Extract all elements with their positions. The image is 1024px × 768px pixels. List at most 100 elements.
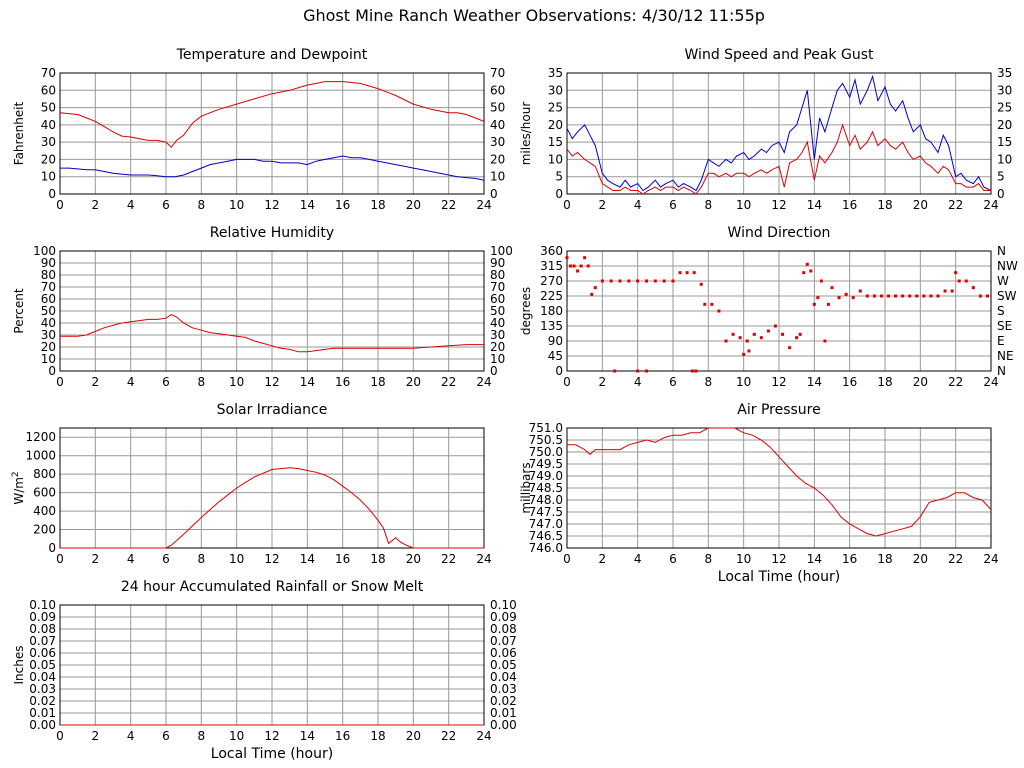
y-tick-label-right: 20 [490, 152, 505, 166]
data-point [618, 279, 622, 283]
x-tick-label: 0 [563, 375, 571, 389]
chart-title: Wind Speed and Peak Gust [685, 47, 874, 63]
y-tick-label-right: 10 [490, 352, 505, 366]
data-point [872, 294, 876, 298]
y-tick-label: 0.02 [29, 694, 56, 708]
data-point [662, 279, 666, 283]
x-tick-label: 10 [736, 552, 751, 566]
x-tick-label: 2 [92, 552, 100, 566]
x-tick-label: 2 [599, 552, 607, 566]
data-point [678, 271, 682, 275]
y-tick-label: 0 [48, 187, 56, 201]
data-point [717, 309, 721, 313]
y-tick-label-right: 90 [490, 256, 505, 270]
chart-title: Temperature and Dewpoint [176, 47, 368, 63]
x-tick-label: 14 [300, 198, 315, 212]
y-tick-label: 0.10 [29, 598, 56, 612]
x-tick-label: 0 [56, 729, 64, 743]
y-axis-label: Fahrenheit [12, 101, 26, 165]
y-axis-label: degrees [519, 287, 533, 335]
y-tick-label-right: 0 [490, 187, 498, 201]
plot-frame [566, 427, 992, 549]
y-tick-label: 0.03 [29, 682, 56, 696]
x-tick-label: 6 [669, 198, 677, 212]
data-point [809, 269, 813, 273]
y-tick-label-right: 0.10 [490, 598, 517, 612]
data-point [645, 279, 648, 283]
compass-label: W [997, 274, 1009, 288]
data-point [844, 292, 848, 296]
x-tick-label: 0 [56, 198, 64, 212]
y-tick-label-right: 30 [490, 135, 505, 149]
x-tick-label: 14 [807, 552, 822, 566]
y-tick-label-right: 40 [490, 118, 505, 132]
x-tick-label: 12 [264, 375, 279, 389]
y-tick-label: 135 [540, 319, 563, 333]
chart-title: Air Pressure [737, 402, 820, 418]
data-point [613, 369, 617, 373]
data-point [830, 286, 834, 290]
data-point [699, 282, 703, 286]
y-tick-label-right: 0.04 [490, 670, 517, 684]
compass-label: E [997, 334, 1005, 348]
y-tick-label: 180 [540, 304, 563, 318]
data-point [929, 294, 933, 298]
x-tick-label: 22 [441, 198, 456, 212]
y-axis-label: Percent [12, 288, 26, 333]
x-tick-label: 10 [229, 552, 244, 566]
y-tick-label: 0.08 [29, 622, 56, 636]
series-line [60, 314, 484, 353]
y-axis-label-sup: 2 [11, 471, 21, 477]
x-tick-label: 14 [300, 729, 315, 743]
data-point [826, 302, 830, 306]
y-tick-label: 1000 [25, 449, 56, 463]
x-tick-label: 16 [842, 375, 857, 389]
x-tick-label: 20 [406, 729, 421, 743]
data-point [922, 294, 926, 298]
data-point [894, 294, 898, 298]
data-point [586, 264, 590, 268]
y-tick-label: 748.5 [529, 481, 563, 495]
x-axis-label: Local Time (hour) [718, 569, 840, 585]
y-tick-label: 0.07 [29, 634, 56, 648]
x-tick-label: 20 [913, 198, 928, 212]
x-tick-label: 2 [92, 375, 100, 389]
y-tick-label: 45 [548, 349, 563, 363]
y-tick-label-right: 0.06 [490, 646, 517, 660]
x-tick-label: 22 [441, 729, 456, 743]
plot-frame [59, 250, 485, 372]
data-point [747, 349, 751, 353]
x-tick-label: 16 [335, 729, 350, 743]
x-tick-label: 24 [983, 375, 998, 389]
chart-title: Wind Direction [728, 225, 831, 241]
x-tick-label: 20 [406, 552, 421, 566]
series-line [566, 74, 992, 192]
data-point [971, 286, 975, 290]
data-point [950, 289, 954, 293]
y-tick-label: 90 [548, 334, 563, 348]
y-tick-label: 751.0 [529, 421, 563, 435]
x-tick-label: 0 [56, 375, 64, 389]
y-tick-label: 749.5 [529, 457, 563, 471]
x-tick-label: 18 [877, 198, 892, 212]
x-tick-label: 18 [877, 375, 892, 389]
y-tick-label: 40 [41, 316, 56, 330]
x-tick-label: 12 [771, 552, 786, 566]
chart-title: Solar Irradiance [217, 402, 328, 418]
y-tick-label: 600 [33, 486, 56, 500]
data-point [851, 296, 855, 300]
data-point [565, 256, 569, 260]
data-point [576, 269, 580, 273]
y-tick-label: 200 [33, 523, 56, 537]
data-point [985, 294, 989, 298]
y-tick-label-right: 50 [490, 101, 505, 115]
data-point [653, 279, 657, 283]
series-line [566, 123, 991, 195]
x-tick-label: 16 [335, 375, 350, 389]
compass-label: N [997, 364, 1006, 378]
y-tick-label: 15 [548, 135, 563, 149]
series-line [59, 81, 485, 149]
data-point [583, 256, 587, 260]
